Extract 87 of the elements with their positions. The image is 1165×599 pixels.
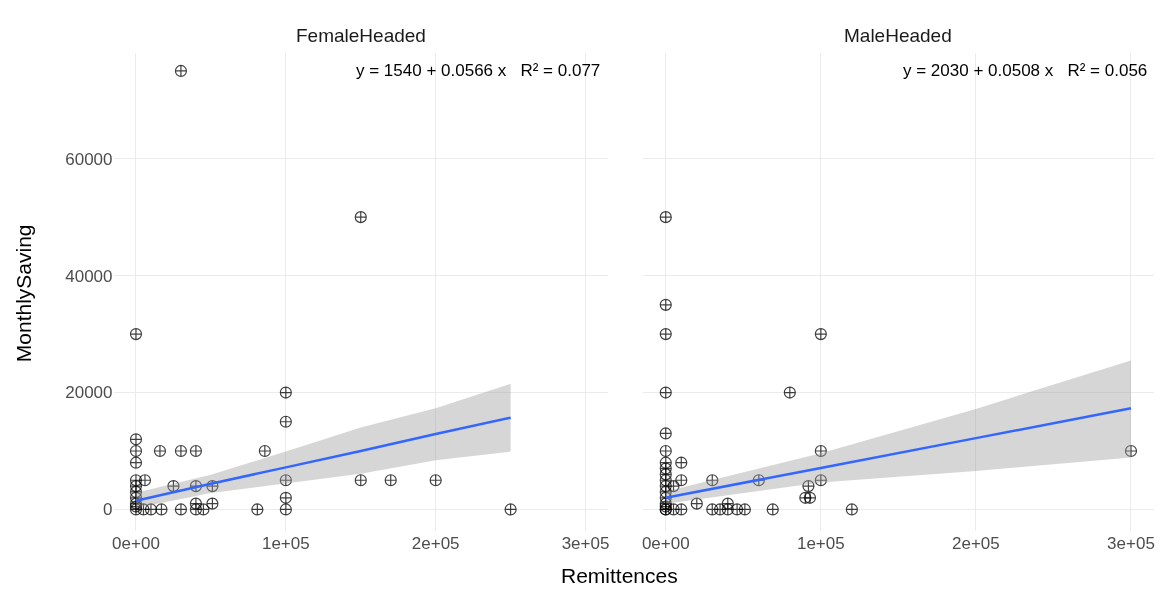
point [167, 479, 180, 493]
x-tick-label: 1e+05 [796, 534, 845, 554]
point [384, 474, 397, 487]
point [129, 474, 143, 487]
point [129, 485, 143, 499]
point [189, 479, 203, 493]
point [189, 444, 203, 458]
x-axis-title: Remittences [561, 564, 678, 587]
chart-title: FemaleHeaded [296, 25, 426, 46]
point [258, 444, 271, 458]
point [129, 479, 143, 493]
point [752, 474, 765, 487]
x-tick-label: 3e+05 [561, 534, 610, 554]
point [731, 503, 744, 516]
point [659, 491, 672, 504]
point [659, 327, 672, 341]
point [504, 503, 517, 516]
point [802, 479, 815, 493]
point [279, 386, 292, 399]
point [129, 327, 143, 341]
point [783, 386, 796, 399]
point [721, 503, 734, 516]
point [189, 497, 203, 510]
point [803, 491, 817, 504]
point [799, 491, 812, 504]
annotation: y = 1540 + 0.0566 x R² = 0.077 [356, 61, 601, 80]
point [667, 503, 680, 516]
x-tick-label: 0e+00 [641, 534, 690, 554]
point [766, 503, 779, 516]
point [659, 211, 672, 224]
point [659, 298, 672, 311]
point [174, 64, 188, 78]
annotation: y = 2030 + 0.0508 x R² = 0.056 [903, 61, 1148, 80]
point [206, 479, 219, 493]
point [659, 474, 672, 487]
point [206, 497, 219, 510]
x-tick-label: 0e+00 [112, 534, 160, 554]
point [174, 444, 188, 458]
point [354, 474, 367, 487]
point [251, 503, 264, 516]
point [429, 474, 442, 487]
point [814, 474, 827, 487]
point [129, 456, 143, 469]
point [144, 503, 158, 516]
point [189, 503, 203, 516]
point [706, 503, 719, 516]
point [690, 497, 703, 510]
point [814, 444, 827, 458]
point [1124, 444, 1138, 458]
point [675, 503, 688, 516]
y-axis-title: MonthlySaving [11, 224, 35, 363]
point [129, 433, 143, 446]
x-tick-label: 2e+05 [411, 534, 460, 554]
point [659, 462, 672, 475]
point [659, 456, 672, 469]
point [279, 491, 292, 504]
point [129, 444, 143, 458]
x-tick-label: 2e+05 [952, 534, 1000, 554]
y-tick-label: 60000 [65, 149, 113, 169]
point [279, 474, 292, 487]
x-tick-label: 3e+05 [1107, 534, 1155, 554]
point [354, 211, 367, 224]
point [659, 444, 672, 458]
point [279, 503, 292, 516]
chart-title: MaleHeaded [844, 25, 952, 46]
point [153, 444, 167, 458]
point [659, 386, 672, 399]
point [706, 474, 719, 487]
y-tick-label: 20000 [65, 383, 113, 403]
point [197, 503, 210, 516]
point [174, 503, 188, 516]
point [845, 503, 858, 516]
point [659, 468, 672, 481]
point [129, 491, 143, 504]
point [659, 427, 672, 440]
point [659, 479, 672, 493]
point [814, 327, 827, 341]
point [155, 503, 168, 516]
point [738, 503, 751, 516]
point [279, 415, 292, 428]
point [137, 503, 150, 516]
x-tick-label: 1e+05 [261, 534, 310, 554]
point [675, 456, 688, 469]
line-series [134, 416, 512, 502]
y-tick-label: 0 [103, 500, 113, 520]
y-tick-label: 40000 [65, 266, 113, 286]
point [138, 474, 152, 487]
